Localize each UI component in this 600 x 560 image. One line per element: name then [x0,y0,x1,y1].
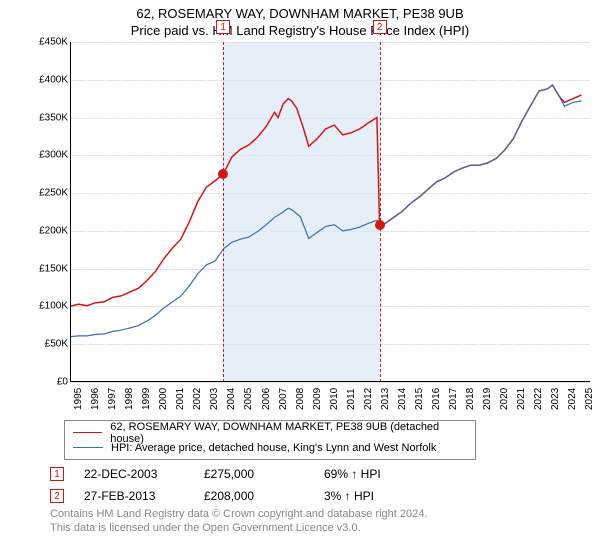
sale-marker-2: 2 [50,489,64,503]
sale-date-1: 22-DEC-2003 [84,467,204,481]
sale-row-1: 1 22-DEC-2003 £275,000 69% ↑ HPI [50,464,600,484]
y-axis: £0£50K£100K£150K£200K£250K£300K£350K£400… [30,42,70,382]
y-axis-line [70,42,71,382]
chart-area: £0£50K£100K£150K£200K£250K£300K£350K£400… [30,42,590,412]
legend-swatch-property [73,432,102,434]
legend-label-hpi: HPI: Average price, detached house, King… [111,442,436,454]
sale-date-2: 27-FEB-2013 [84,489,204,503]
chart-title: 62, ROSEMARY WAY, DOWNHAM MARKET, PE38 9… [0,0,600,21]
sale-row-2: 2 27-FEB-2013 £208,000 3% ↑ HPI [50,486,600,506]
legend: 62, ROSEMARY WAY, DOWNHAM MARKET, PE38 9… [64,420,476,460]
plot-svg [70,42,590,382]
sale-marker-1: 1 [50,467,64,481]
sale-price-2: £208,000 [204,489,324,503]
sale-hpi-1: 69% ↑ HPI [324,467,424,481]
x-axis: 1995199619971998199920002001200220032004… [70,382,590,412]
legend-item-property: 62, ROSEMARY WAY, DOWNHAM MARKET, PE38 9… [73,425,467,440]
legend-swatch-hpi [73,447,103,448]
footer-line-1: Contains HM Land Registry data © Crown c… [50,508,600,520]
legend-item-hpi: HPI: Average price, detached house, King… [73,440,467,455]
sale-price-1: £275,000 [204,467,324,481]
chart-subtitle: Price paid vs. HM Land Registry's House … [0,21,600,42]
sales-list: 1 22-DEC-2003 £275,000 69% ↑ HPI 2 27-FE… [50,464,600,506]
sale-hpi-2: 3% ↑ HPI [324,489,424,503]
chart-container: 62, ROSEMARY WAY, DOWNHAM MARKET, PE38 9… [0,0,600,560]
footer-line-2: This data is licensed under the Open Gov… [50,522,600,534]
